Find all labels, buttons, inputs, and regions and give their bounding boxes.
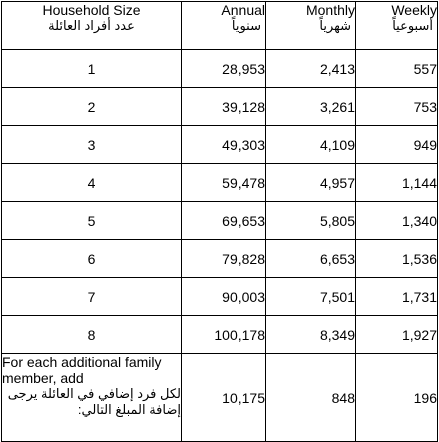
household-size-cell: 4 xyxy=(1,163,182,202)
household-size-header-en: Household Size xyxy=(42,2,141,18)
monthly-cell: 4,957 xyxy=(265,163,356,202)
monthly-cell: 3,261 xyxy=(265,87,356,126)
monthly-header: Monthly شهرياً xyxy=(265,1,356,50)
annual-cell: 59,478 xyxy=(181,163,266,202)
household-size-cell: 2 xyxy=(1,87,182,126)
household-size-cell: 8 xyxy=(1,315,182,354)
annual-cell: 69,653 xyxy=(181,201,266,240)
table-row: 6 79,828 6,653 1,536 xyxy=(1,239,438,278)
monthly-header-en: Monthly xyxy=(305,2,355,18)
additional-annual-cell: 10,175 xyxy=(181,353,266,442)
table-row: 2 39,128 3,261 753 xyxy=(1,87,438,126)
household-size-cell: 6 xyxy=(1,239,182,278)
additional-member-label-cell: For each additional family member, add ل… xyxy=(1,353,182,442)
table-row: 1 28,953 2,413 557 xyxy=(1,49,438,88)
annual-cell: 49,303 xyxy=(181,125,266,164)
monthly-cell: 6,653 xyxy=(265,239,356,278)
weekly-header: Weekly أسبوعياً xyxy=(355,1,438,50)
household-size-cell: 5 xyxy=(1,201,182,240)
annual-cell: 79,828 xyxy=(181,239,266,278)
monthly-cell: 2,413 xyxy=(265,49,356,88)
monthly-cell: 4,109 xyxy=(265,125,356,164)
additional-member-label-ar: لكل فرد إضافي في العائلة يرجى إضافة المب… xyxy=(7,386,181,417)
additional-member-row: For each additional family member, add ل… xyxy=(1,353,438,442)
additional-weekly-cell: 196 xyxy=(355,353,438,442)
household-size-cell: 1 xyxy=(1,49,182,88)
additional-monthly-cell: 848 xyxy=(265,353,356,442)
table-row: 4 59,478 4,957 1,144 xyxy=(1,163,438,202)
weekly-cell: 1,536 xyxy=(355,239,438,278)
monthly-header-ar: شهرياً xyxy=(319,18,351,33)
weekly-cell: 557 xyxy=(355,49,438,88)
table-row: 3 49,303 4,109 949 xyxy=(1,125,438,164)
weekly-header-en: Weekly xyxy=(391,2,437,18)
annual-cell: 100,178 xyxy=(181,315,266,354)
weekly-cell: 949 xyxy=(355,125,438,164)
weekly-cell: 1,731 xyxy=(355,277,438,316)
table-row: 7 90,003 7,501 1,731 xyxy=(1,277,438,316)
weekly-cell: 1,144 xyxy=(355,163,438,202)
annual-header-ar: سنوياً xyxy=(231,18,261,33)
table-header-row: Household Size عدد أفراد العائلة Annual … xyxy=(1,1,438,50)
weekly-cell: 1,340 xyxy=(355,201,438,240)
annual-header: Annual سنوياً xyxy=(181,1,266,50)
annual-header-en: Annual xyxy=(221,2,265,18)
weekly-header-ar: أسبوعياً xyxy=(392,18,433,33)
annual-cell: 90,003 xyxy=(181,277,266,316)
monthly-cell: 5,805 xyxy=(265,201,356,240)
household-size-cell: 7 xyxy=(1,277,182,316)
additional-member-label-en: For each additional family member, add xyxy=(2,354,162,386)
annual-cell: 39,128 xyxy=(181,87,266,126)
household-size-header-ar: عدد أفراد العائلة xyxy=(48,18,135,33)
table-row: 8 100,178 8,349 1,927 xyxy=(1,315,438,354)
table-row: 5 69,653 5,805 1,340 xyxy=(1,201,438,240)
monthly-cell: 8,349 xyxy=(265,315,356,354)
weekly-cell: 753 xyxy=(355,87,438,126)
household-size-header: Household Size عدد أفراد العائلة xyxy=(1,1,182,50)
weekly-cell: 1,927 xyxy=(355,315,438,354)
monthly-cell: 7,501 xyxy=(265,277,356,316)
household-size-cell: 3 xyxy=(1,125,182,164)
annual-cell: 28,953 xyxy=(181,49,266,88)
